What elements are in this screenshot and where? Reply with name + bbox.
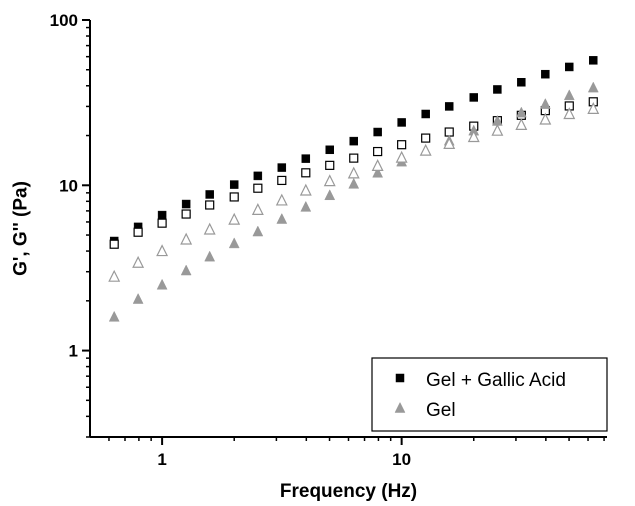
data-point [253,183,263,193]
data-point [347,166,360,179]
x-axis-title: Frequency (Hz) [280,481,417,502]
data-point [156,278,168,290]
data-point [323,174,336,187]
data-point [517,78,526,87]
data-point [180,232,193,245]
data-point [132,255,145,268]
data-point [563,89,575,101]
data-point [205,190,214,199]
data-point [276,212,288,224]
data-point [587,102,600,114]
data-points [108,56,600,322]
data-point [157,218,167,228]
data-point [132,292,144,304]
legend-marker [395,373,405,383]
series-3 [108,102,600,282]
data-point [229,180,239,189]
legend: Gel + Gallic Acid Gel [371,357,608,432]
x-tick-label: 1 [157,450,166,469]
data-point [373,127,382,137]
data-point [108,310,120,322]
data-point [563,107,576,120]
data-point [300,200,312,212]
data-point [109,239,119,249]
data-point [541,69,550,79]
data-point [349,136,358,146]
data-point [395,150,408,163]
data-point [348,177,360,189]
data-point [515,118,528,130]
legend-label: Gel + Gallic Acid [426,370,566,391]
data-point [397,118,406,127]
data-point [539,112,552,125]
data-point [539,98,551,109]
legend-marker [394,401,406,413]
data-point [443,137,456,149]
data-point [203,222,216,235]
data-point [228,212,241,225]
data-point [324,189,336,201]
data-point [515,106,527,118]
data-point [204,250,216,262]
data-point [371,159,384,172]
data-point [277,175,287,186]
data-point [493,85,502,94]
y-axis-title: G', G'' (Pa) [11,181,32,276]
data-point [349,153,359,163]
y-tick-label: 1 [69,342,78,361]
data-point [229,192,239,202]
series-1 [109,97,598,249]
data-point [205,200,215,210]
data-point [419,143,432,156]
legend-box [371,357,608,432]
data-point [444,102,454,111]
data-point [251,203,264,215]
data-point [491,123,504,136]
data-point [157,210,167,220]
data-point [325,145,334,155]
data-point [467,130,480,143]
data-point [181,199,191,209]
data-point [275,193,288,206]
data-point [421,133,431,143]
data-point [180,264,192,276]
data-point [397,140,407,150]
data-point [156,244,169,257]
data-point [133,227,143,237]
data-point [565,62,574,72]
data-point [372,166,384,178]
data-point [587,81,599,93]
data-point [301,154,311,163]
y-tick-label: 10 [59,176,78,195]
x-tick-label: 10 [392,450,411,469]
data-point [469,93,478,102]
data-point [299,183,312,196]
legend-label: Gel [426,400,456,421]
data-point [589,56,598,65]
data-point [421,109,430,119]
data-point [373,146,383,157]
data-point [181,209,191,219]
data-point [228,237,240,249]
data-point [252,225,264,237]
data-point [325,160,335,170]
data-point [301,168,311,178]
y-tick-label: 100 [50,11,78,30]
data-point [108,269,121,282]
data-point [277,163,287,172]
data-point [253,171,263,181]
axes: 1 10 1 10 100 [50,11,607,469]
